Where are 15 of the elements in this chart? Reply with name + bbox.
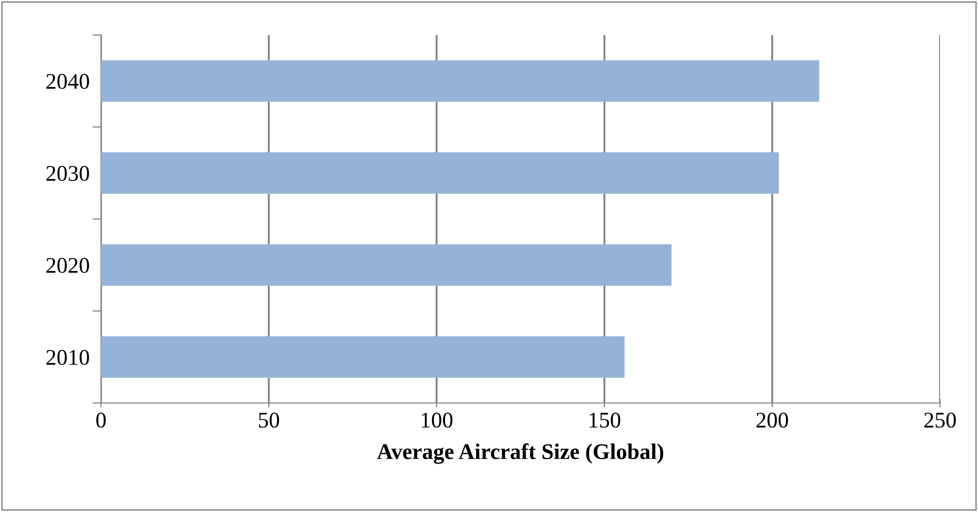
y-tick-label: 2020 [46, 258, 90, 273]
y-tick-label: 2010 [46, 350, 90, 365]
x-tick-label: 100 [422, 412, 452, 428]
x-tick-label: 150 [590, 412, 620, 428]
x-tick-label: 0 [96, 412, 106, 428]
y-tick-label: 2030 [46, 166, 90, 181]
x-tick-label: 200 [756, 412, 788, 428]
y-tick-label: 2040 [46, 74, 90, 89]
x-tick-label: 50 [258, 412, 280, 428]
x-tick-label: 250 [924, 412, 956, 428]
bar [101, 244, 672, 286]
bar [101, 336, 625, 378]
x-axis-title: Average Aircraft Size (Global) [377, 443, 664, 464]
bar [101, 60, 820, 102]
bar [101, 152, 779, 194]
